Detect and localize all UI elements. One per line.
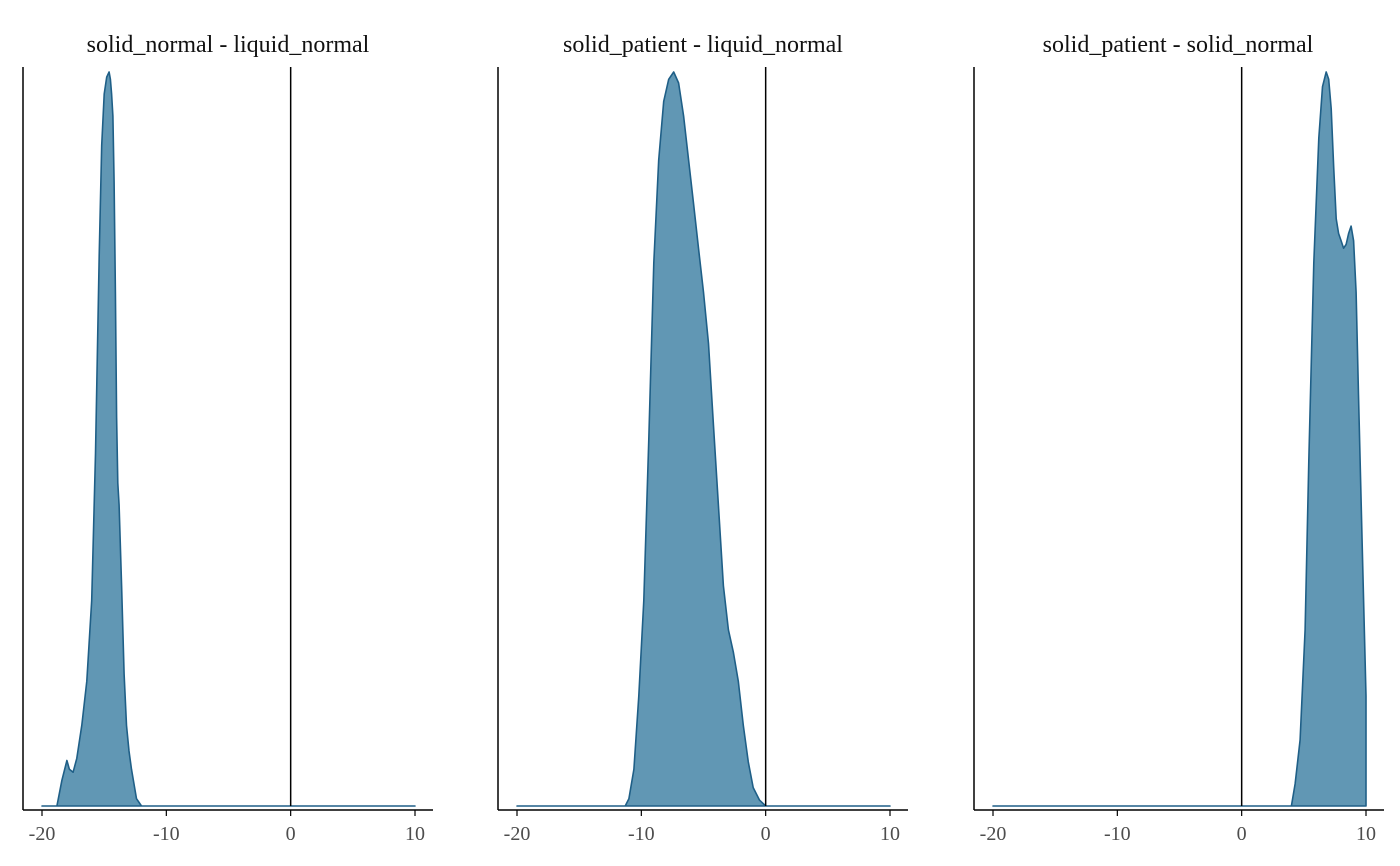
panel-title: solid_patient - liquid_normal — [563, 32, 843, 58]
panel-title: solid_normal - liquid_normal — [87, 32, 370, 58]
panel-solid-normal-minus-liquid-normal: solid_normal - liquid_normal -20 -10 0 10 — [22, 32, 433, 845]
x-tick-label: 0 — [761, 823, 771, 845]
x-tick-label: -10 — [153, 823, 180, 845]
density-area — [41, 71, 416, 807]
density-area — [516, 71, 891, 807]
panel-solid-patient-minus-solid-normal: solid_patient - solid_normal -20 -10 0 10 — [973, 32, 1384, 845]
x-tick-label: 10 — [405, 823, 425, 845]
x-tick-label: 10 — [1356, 823, 1376, 845]
x-tick-label: -10 — [628, 823, 655, 845]
x-tick-label: 0 — [286, 823, 296, 845]
x-tick-label: -20 — [29, 823, 56, 845]
x-tick-label: -20 — [504, 823, 531, 845]
panel-title: solid_patient - solid_normal — [1043, 32, 1314, 58]
density-area — [992, 71, 1367, 807]
panel-solid-patient-minus-liquid-normal: solid_patient - liquid_normal -20 -10 0 10 — [497, 32, 908, 845]
x-tick-label: 10 — [880, 823, 900, 845]
x-tick-label: 0 — [1237, 823, 1247, 845]
x-tick-label: -10 — [1104, 823, 1131, 845]
x-tick-label: -20 — [980, 823, 1007, 845]
